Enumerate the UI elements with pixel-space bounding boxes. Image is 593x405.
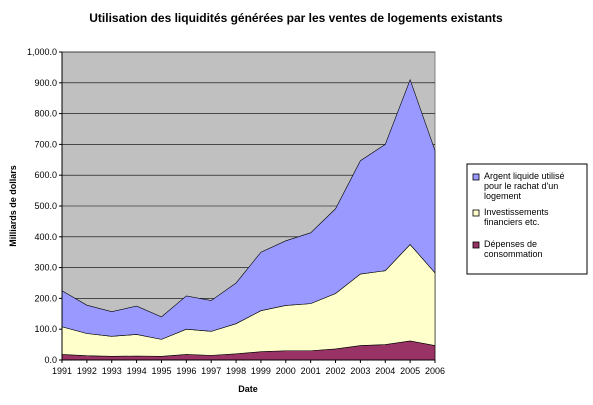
y-tick-label: 900.0 (34, 78, 57, 88)
chart-title: Utilisation des liquidités générées par … (89, 11, 503, 25)
y-tick-label: 500.0 (34, 201, 57, 211)
x-tick-label: 1995 (151, 366, 171, 376)
y-tick-label: 400.0 (34, 232, 57, 242)
x-tick-label: 1997 (201, 366, 221, 376)
y-tick-label: 600.0 (34, 170, 57, 180)
x-tick-label: 1999 (251, 366, 271, 376)
legend-swatch (472, 209, 480, 217)
legend: Argent liquide utilisé pour le rachat d'u… (466, 163, 588, 275)
y-tick-label: 800.0 (34, 109, 57, 119)
legend-entry: Argent liquide utilisé pour le rachat d'u… (484, 171, 565, 201)
y-tick-label: 300.0 (34, 263, 57, 273)
y-tick-label: 200.0 (34, 293, 57, 303)
y-tick-label: 1,000.0 (27, 47, 57, 57)
x-tick-label: 1998 (226, 366, 246, 376)
x-tick-labels: 1991 1992 1993 1994 1995 1996 1997 1998 1999 2000… (52, 360, 445, 376)
x-tick-label: 1993 (102, 366, 122, 376)
y-tick-labels: 0.0 100.0 200.0 300.0 400.0 500.0 600.0 700.0 80… (27, 47, 62, 365)
x-axis-label: Date (238, 384, 258, 394)
x-tick-label: 2003 (350, 366, 370, 376)
x-tick-label: 2002 (326, 366, 346, 376)
x-tick-label: 1996 (176, 366, 196, 376)
area-series-3 (61, 78, 436, 340)
x-tick-label: 1994 (127, 366, 147, 376)
legend-box (466, 163, 588, 275)
y-tick-label: 700.0 (34, 139, 57, 149)
legend-entry: Dépenses de consommation (484, 239, 543, 259)
x-tick-label: 2001 (301, 366, 321, 376)
legend-swatch (472, 173, 480, 181)
x-tick-label: 2006 (425, 366, 445, 376)
x-tick-label: 2000 (276, 366, 296, 376)
legend-entry: Investissements financiers etc. (484, 207, 549, 227)
x-tick-label: 2005 (400, 366, 420, 376)
y-tick-label: 0.0 (44, 355, 57, 365)
x-tick-label: 2004 (375, 366, 395, 376)
x-tick-label: 1992 (77, 366, 97, 376)
x-tick-label: 1991 (52, 366, 72, 376)
y-axis-label: Milliards de dollars (8, 165, 18, 247)
legend-swatch (472, 241, 480, 249)
y-tick-label: 100.0 (34, 324, 57, 334)
